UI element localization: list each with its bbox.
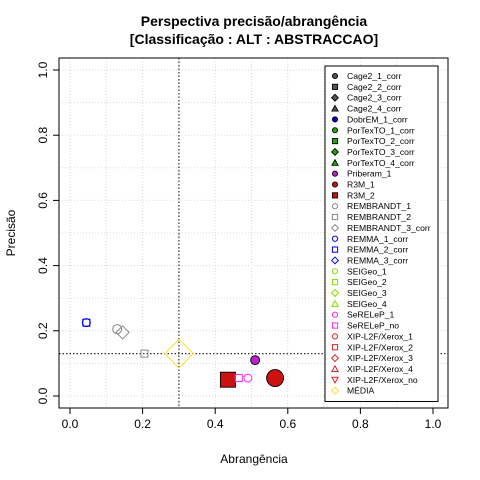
x-tick-label: 0.4: [207, 417, 224, 431]
legend-marker: [331, 158, 339, 166]
legend-marker: [331, 104, 339, 112]
data-point: [234, 374, 243, 383]
legend-entry: Cage2_1_corr: [347, 71, 402, 81]
y-tick-label: 0.6: [36, 192, 50, 209]
legend-marker: [331, 311, 339, 318]
legend-marker: [331, 213, 339, 221]
legend-entry: REMBRANDT_3_corr: [347, 223, 431, 233]
legend-marker: [330, 354, 340, 363]
x-tick-label: 0.8: [352, 417, 369, 431]
chart-subtitle: [Classificação : ALT : ABSTRACCAO]: [130, 31, 378, 47]
legend-marker: [331, 322, 339, 329]
x-axis-label: Abrangência: [220, 452, 288, 466]
legend-entry: REMMA_1_corr: [347, 234, 408, 244]
legend-marker: [331, 170, 339, 177]
data-point: [266, 369, 285, 388]
legend-entry: SEIGeo_2: [347, 277, 387, 287]
legend-marker: [331, 192, 339, 199]
legend-entry: R3M_2: [347, 190, 375, 200]
legend-marker: [331, 246, 339, 253]
legend-entry: SEIGeo_3: [347, 288, 387, 298]
legend-entry: PorTexTO_3_corr: [347, 147, 415, 157]
legend-marker: [331, 116, 339, 123]
legend-entry: PorTexTO_4_corr: [347, 158, 415, 168]
legend-entry: Cage2_3_corr: [347, 93, 402, 103]
legend-marker: [331, 203, 339, 210]
x-tick-label: 1.0: [425, 417, 442, 431]
legend-entry: PorTexTO_1_corr: [347, 125, 415, 135]
legend-marker: [330, 93, 340, 102]
legend-marker: [331, 72, 339, 80]
y-axis-label: Precisão: [4, 209, 18, 256]
x-axis: 0.0 0.2 0.4 0.6 0.8 1.0: [62, 408, 442, 431]
legend-entry: MÉDIA: [347, 386, 374, 396]
legend-marker: [330, 288, 340, 298]
y-tick-label: 0.2: [36, 322, 50, 339]
legend-marker: [331, 333, 339, 340]
legend-entry: XIP-L2F/Xerox_2: [347, 342, 413, 352]
data-point: [115, 325, 130, 340]
legend-marker: [331, 83, 339, 90]
legend-entry: SEIGeo_4: [347, 299, 387, 309]
legend-entry: R3M_1: [347, 180, 375, 190]
legend-marker: [331, 138, 339, 145]
legend-entry: Cage2_2_corr: [347, 82, 402, 92]
legend-marker: [330, 386, 340, 395]
legend-entry: SeRELeP_no: [347, 321, 399, 331]
legend-entry: SeRELeP_1: [347, 310, 395, 320]
legend-marker: [331, 127, 339, 134]
y-axis: 0.0 0.2 0.4 0.6 0.8 1.0: [36, 61, 59, 404]
y-tick-label: 0.8: [36, 127, 50, 144]
y-tick-label: 0.4: [36, 257, 50, 274]
legend-marker: [330, 223, 340, 232]
legend-entry: REMMA_3_corr: [347, 255, 408, 265]
legend-entry: XIP-L2F/Xerox_3: [347, 353, 413, 363]
legend-entry: DobrEM_1_corr: [347, 114, 408, 124]
legend-marker: [331, 299, 339, 307]
legend-marker: [330, 147, 340, 156]
data-point: [82, 318, 91, 327]
legend-marker: [331, 279, 339, 286]
legend-marker: [331, 235, 339, 242]
data-point: [112, 324, 123, 335]
legend-marker: [330, 256, 340, 265]
y-tick-label: 0.0: [36, 387, 50, 404]
chart-title: Perspectiva precisão/abrangência: [141, 13, 368, 29]
data-point: [243, 373, 253, 383]
data-points: [81, 318, 285, 388]
data-point: [81, 318, 91, 328]
x-tick-label: 0.2: [134, 417, 151, 431]
legend: Cage2_1_corrCage2_2_corrCage2_3_corrCage…: [324, 65, 439, 402]
legend-entry: XIP-L2F/Xerox_4: [347, 364, 413, 374]
legend-entry: REMBRANDT_2: [347, 212, 411, 222]
data-point: [219, 371, 236, 388]
legend-entry: SEIGeo_1: [347, 266, 387, 276]
legend-entry: XIP-L2F/Xerox_1: [347, 331, 413, 341]
legend-entry: Cage2_4_corr: [347, 104, 402, 114]
legend-box: [324, 65, 439, 402]
legend-marker: [331, 181, 339, 188]
x-tick-label: 0.6: [279, 417, 296, 431]
legend-marker: [331, 376, 339, 384]
plot-frame: [58, 57, 449, 409]
legend-marker: [331, 268, 339, 275]
y-tick-label: 1.0: [36, 61, 50, 78]
legend-entry: REMMA_2_corr: [347, 245, 408, 255]
legend-entry: Priberam_1: [347, 169, 392, 179]
legend-marker: [331, 364, 339, 372]
legend-entry: XIP-L2F/Xerox_no: [347, 375, 418, 385]
legend-entry: PorTexTO_2_corr: [347, 136, 415, 146]
x-tick-label: 0.0: [62, 417, 79, 431]
data-point: [250, 355, 261, 366]
data-point: [140, 349, 149, 358]
legend-marker: [331, 344, 339, 351]
data-point: [163, 338, 194, 369]
reference-lines: [59, 58, 448, 408]
legend-entry: REMBRANDT_1: [347, 201, 411, 211]
